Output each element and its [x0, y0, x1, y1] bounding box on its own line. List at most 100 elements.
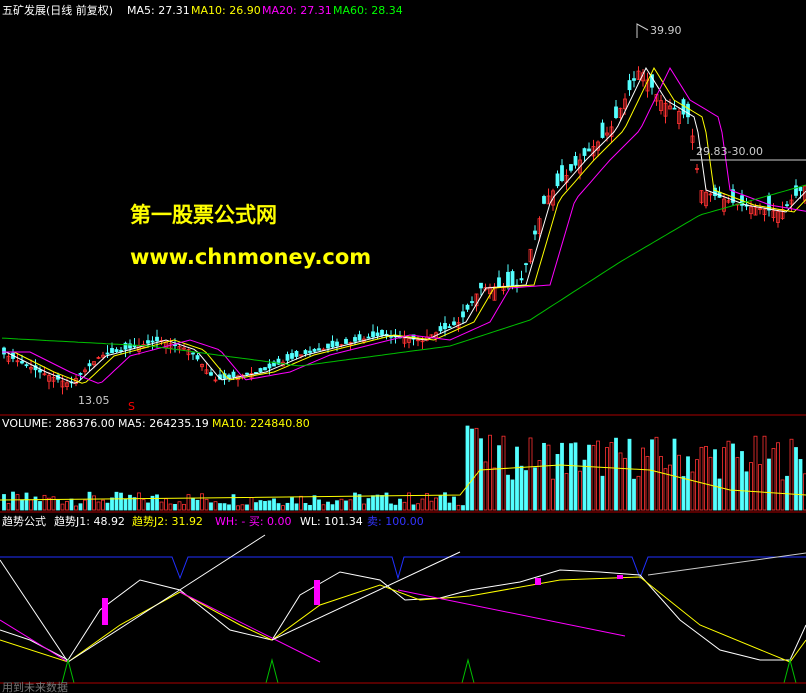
candle-body: [578, 159, 582, 174]
candle-body: [573, 156, 578, 166]
indicator-top: [0, 556, 806, 580]
volume-bar: [96, 501, 101, 511]
indicator-top-right: [647, 552, 806, 576]
volume-bar: [200, 493, 204, 511]
volume-bar: [510, 479, 515, 511]
volume-bar: [560, 442, 564, 511]
candle-body: [182, 347, 186, 350]
volume-bar: [285, 502, 290, 511]
volume-bar: [713, 449, 717, 511]
volume-bar: [213, 501, 218, 511]
volume-bar: [789, 438, 794, 511]
wl-label: WL: 101.34: [300, 515, 363, 528]
volume-bar: [60, 503, 65, 511]
volume-bar: [105, 502, 110, 511]
candle-body: [299, 354, 303, 357]
volume-bar: [389, 503, 393, 511]
candle-body: [344, 338, 348, 344]
candle-body: [83, 369, 87, 373]
volume-bar: [569, 443, 573, 511]
candle-body: [6, 355, 11, 362]
volume-bar: [101, 499, 105, 511]
candle-body: [2, 347, 6, 355]
volume-bar: [222, 503, 227, 511]
trend-line: [397, 589, 626, 637]
volume-bar: [461, 505, 465, 511]
volume-bar: [299, 495, 303, 511]
candle-body: [699, 190, 704, 203]
volume-bar: [119, 492, 123, 511]
signal-bar: [314, 580, 320, 605]
volume-bar: [362, 503, 366, 511]
volume-bar: [141, 499, 146, 511]
volume-bar: [204, 498, 209, 511]
candle-body: [506, 271, 510, 287]
candle-body: [569, 164, 573, 171]
candle-body: [357, 334, 362, 341]
volume-bar: [429, 500, 434, 511]
buy-spike: [783, 658, 797, 684]
trend-line: [271, 551, 461, 641]
candle-body: [461, 311, 465, 318]
volume-bar: [47, 497, 51, 511]
candle-body: [416, 339, 420, 342]
candle-body: [758, 208, 762, 210]
volume-bar: [609, 442, 614, 511]
candle-body: [528, 248, 533, 263]
volume-bar: [636, 475, 641, 511]
j1-label: 趋势J1: 48.92: [54, 515, 125, 528]
volume-bar: [483, 461, 488, 511]
candle-body: [60, 380, 65, 388]
volume-bar: [236, 505, 240, 511]
candle-body: [686, 103, 690, 118]
candle-body: [753, 207, 758, 216]
footer-note: 用到未来数据: [2, 680, 68, 693]
volume-bar: [92, 495, 96, 511]
candle-body: [600, 122, 605, 138]
candle-body: [627, 80, 632, 91]
high-marker: [636, 23, 649, 38]
volume-bar: [506, 474, 510, 511]
volume-bar: [546, 444, 551, 511]
candle-body: [308, 350, 312, 353]
j2-line: [0, 576, 806, 663]
ma20-label: MA20: 27.31: [262, 4, 332, 17]
volume-bar: [722, 447, 726, 511]
volume-bar: [393, 504, 398, 511]
buy-spike: [461, 658, 475, 684]
volume-bar: [11, 491, 15, 511]
volume-bar: [524, 470, 528, 511]
candle-body: [654, 94, 659, 102]
watermark-url: www.chnmoney.com: [130, 245, 371, 269]
volume-bar: [785, 475, 789, 511]
candle-body: [695, 167, 699, 170]
volume-bar: [195, 499, 200, 511]
candle-body: [537, 218, 542, 234]
volume-bar: [695, 459, 699, 511]
volume-bar: [218, 503, 222, 511]
volume-bar: [276, 503, 281, 511]
volume-bar: [528, 437, 533, 511]
candle-body: [510, 271, 515, 286]
candle-body: [407, 338, 411, 343]
candle-body: [533, 230, 537, 235]
volume-bar: [515, 446, 519, 511]
volume-bar: [573, 442, 578, 511]
volume-bar: [87, 491, 92, 511]
candle-body: [708, 193, 713, 196]
candle-body: [668, 105, 672, 110]
volume-bar: [272, 498, 276, 511]
volume-bar: [348, 499, 353, 511]
candle-body: [582, 148, 587, 156]
candle-body: [65, 382, 69, 387]
volume-bar: [578, 470, 582, 511]
j1-line: [0, 569, 806, 661]
candle-body: [375, 332, 380, 337]
volume-bar: [110, 497, 114, 511]
volume-bar: [173, 503, 177, 511]
candle-body: [366, 336, 371, 339]
volume-bar: [33, 496, 38, 511]
candle-body: [200, 363, 204, 368]
volume-bar: [38, 501, 42, 511]
candle-body: [623, 98, 627, 110]
